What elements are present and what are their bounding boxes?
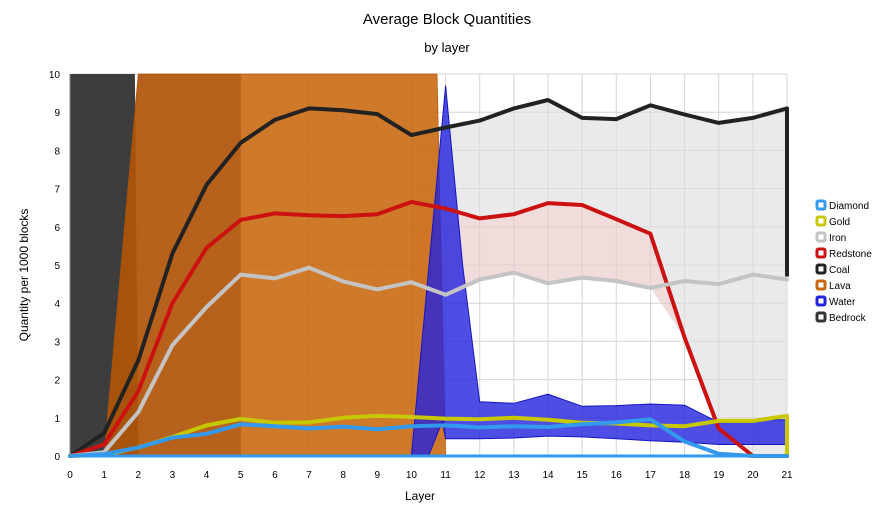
y-tick-label-1: 1 [54, 414, 60, 425]
legend-swatch-redstone [815, 247, 827, 259]
x-tick-label-7: 7 [306, 470, 312, 481]
chart-subtitle: by layer [424, 40, 470, 55]
chart-title: Average Block Quantities [363, 11, 531, 28]
iron-line [68, 265, 789, 458]
legend-swatch-diamond [815, 199, 827, 211]
x-tick-label-21: 21 [781, 470, 793, 481]
x-tick-label-20: 20 [747, 470, 759, 481]
legend-label-water: Water [829, 297, 856, 308]
diamond-line [68, 417, 789, 458]
legend-label-lava: Lava [829, 281, 851, 292]
legend-swatch-bedrock [815, 311, 827, 323]
x-tick-label-18: 18 [679, 470, 691, 481]
y-tick-label-5: 5 [54, 261, 60, 272]
x-tick-label-15: 15 [577, 470, 589, 481]
legend-swatch-gold [815, 215, 827, 227]
x-tick-label-8: 8 [340, 470, 346, 481]
gold-line [68, 413, 789, 458]
legend-swatch-coal [815, 263, 827, 275]
redstone-area-fill [411, 202, 719, 429]
coal-line [68, 98, 789, 458]
x-tick-label-19: 19 [713, 470, 725, 481]
x-tick-label-0: 0 [67, 470, 73, 481]
legend-swatch-lava [815, 279, 827, 291]
legend-label-bedrock: Bedrock [829, 313, 867, 324]
legend-swatch-iron [815, 231, 827, 243]
x-tick-label-1: 1 [101, 470, 107, 481]
y-tick-label-4: 4 [54, 299, 60, 310]
y-tick-label-10: 10 [49, 70, 61, 81]
y-tick-label-7: 7 [54, 185, 60, 196]
x-tick-label-17: 17 [645, 470, 657, 481]
x-tick-label-16: 16 [611, 470, 623, 481]
legend-swatch-water [815, 295, 827, 307]
x-tick-label-4: 4 [204, 470, 210, 481]
x-tick-label-3: 3 [170, 470, 176, 481]
x-tick-label-6: 6 [272, 470, 278, 481]
x-axis-title: Layer [405, 489, 435, 503]
legend-label-iron: Iron [829, 233, 846, 244]
y-tick-label-0: 0 [54, 452, 60, 463]
y-tick-label-2: 2 [54, 376, 60, 387]
legend-label-diamond: Diamond [829, 201, 869, 212]
legend-label-redstone: Redstone [829, 249, 872, 260]
y-axis-title: Quantity per 1000 blocks [17, 209, 31, 342]
x-tick-label-5: 5 [238, 470, 244, 481]
x-tick-label-14: 14 [542, 470, 554, 481]
x-tick-label-9: 9 [375, 470, 381, 481]
y-tick-label-9: 9 [54, 108, 60, 119]
x-tick-label-11: 11 [440, 470, 451, 481]
x-tick-label-10: 10 [406, 470, 418, 481]
x-tick-label-13: 13 [508, 470, 520, 481]
y-tick-label-6: 6 [54, 223, 60, 234]
coal-area-fill [411, 100, 787, 456]
legend-label-gold: Gold [829, 217, 850, 228]
x-tick-label-12: 12 [474, 470, 486, 481]
legend-label-coal: Coal [829, 265, 850, 276]
x-tick-label-2: 2 [136, 470, 142, 481]
legend: Diamond Gold Iron Redstone Coal Lava Water Bedr… [815, 199, 872, 324]
y-tick-label-8: 8 [54, 146, 60, 157]
y-tick-label-3: 3 [54, 337, 60, 348]
